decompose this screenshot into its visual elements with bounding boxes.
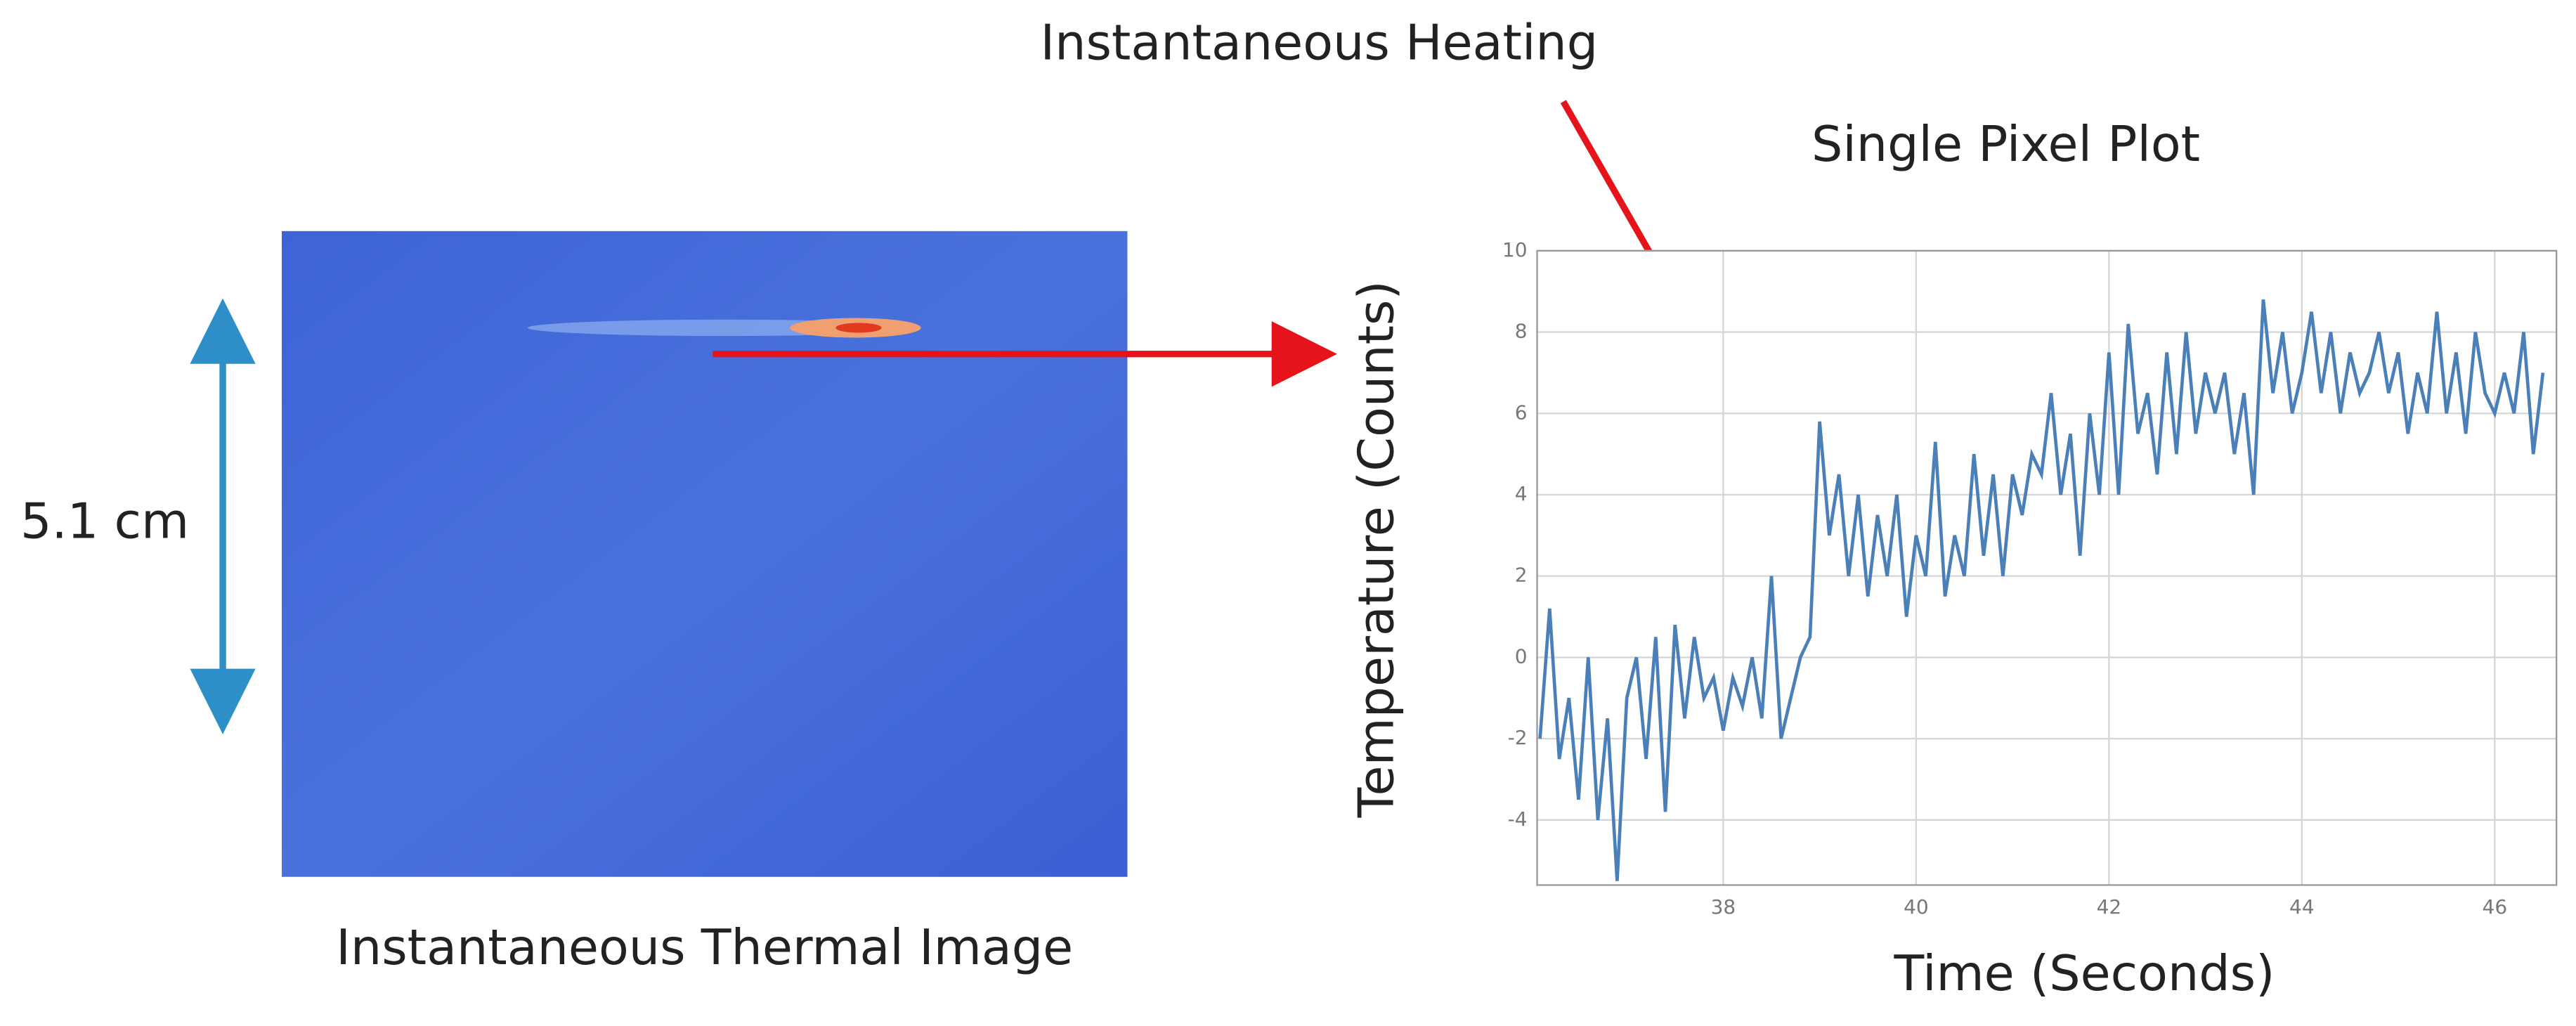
x-tick-label: 44 xyxy=(2289,895,2315,918)
x-tick-label: 46 xyxy=(2483,895,2508,918)
annotation: Instantaneous Heating xyxy=(1040,14,1598,71)
image-caption: Instantaneous Thermal Image xyxy=(336,919,1073,976)
x-tick-label: 42 xyxy=(2097,895,2122,918)
plot-background xyxy=(1537,250,2557,885)
x-tick-label: 38 xyxy=(1711,895,1736,918)
plot-frame xyxy=(1536,249,2558,886)
y-tick-label: -4 xyxy=(1508,807,1528,831)
data-line xyxy=(1538,299,2545,881)
y-tick-label: 0 xyxy=(1515,644,1528,668)
y-tick-label: 4 xyxy=(1515,482,1528,505)
y-tick-label: 10 xyxy=(1502,238,1528,261)
thermal-image xyxy=(281,230,1128,877)
y-axis-label: Temperature (Counts) xyxy=(1348,280,1405,818)
chart-title: Single Pixel Plot xyxy=(1811,116,2200,173)
hot-spot-core xyxy=(835,323,882,333)
y-tick-label: 2 xyxy=(1515,564,1528,587)
y-tick-label: 8 xyxy=(1515,320,1528,343)
scale-label: 5.1 cm xyxy=(20,493,189,550)
y-tick-label: 6 xyxy=(1515,401,1528,424)
x-tick-label: 40 xyxy=(1904,895,1929,918)
y-tick-label: -2 xyxy=(1508,726,1528,749)
x-axis-label: Time (Seconds) xyxy=(1894,945,2275,1002)
